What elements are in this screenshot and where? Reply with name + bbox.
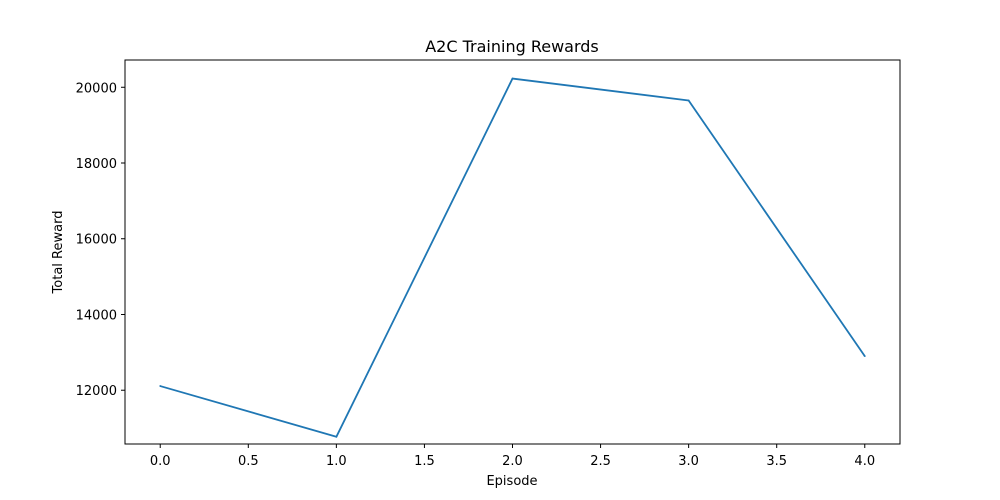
y-axis-ticks: 12000 14000 16000 18000 20000 <box>76 81 125 399</box>
data-point <box>335 435 338 438</box>
x-tick-label: 2.5 <box>590 454 611 469</box>
x-tick-label: 1.5 <box>414 454 435 469</box>
data-point <box>159 385 162 387</box>
x-tick-label: 3.5 <box>766 454 787 469</box>
data-point <box>511 77 514 80</box>
x-tick-label: 4.0 <box>854 454 875 469</box>
chart-title: A2C Training Rewards <box>425 37 599 56</box>
data-point <box>863 355 866 358</box>
x-tick-label: 0.0 <box>150 454 171 469</box>
x-axis-title: Episode <box>486 474 537 489</box>
x-axis-ticks: 0.0 0.5 1.0 1.5 2.0 2.5 3.0 3.5 4.0 <box>150 444 875 469</box>
data-point <box>687 99 690 102</box>
series-layer <box>159 77 866 438</box>
y-tick-label: 18000 <box>76 157 117 172</box>
y-tick-label: 14000 <box>76 308 117 323</box>
x-tick-label: 0.5 <box>238 454 259 469</box>
y-tick-label: 16000 <box>76 233 117 248</box>
y-tick-label: 20000 <box>76 81 117 96</box>
x-tick-label: 1.0 <box>326 454 347 469</box>
y-axis-title: Total Reward <box>51 211 66 295</box>
x-tick-label: 2.0 <box>502 454 523 469</box>
x-tick-label: 3.0 <box>678 454 699 469</box>
y-tick-label: 12000 <box>76 384 117 399</box>
